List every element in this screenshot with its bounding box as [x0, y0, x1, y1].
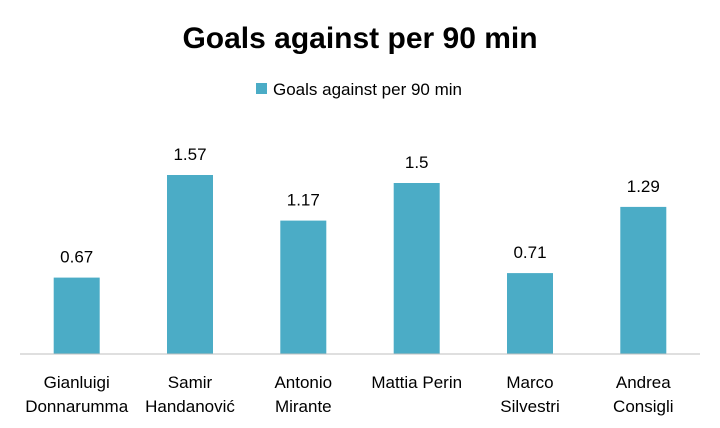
- x-tick-label-line: Antonio: [274, 373, 332, 392]
- x-tick-label-2: Samir Handanović: [145, 373, 235, 416]
- x-tick-label-1: Gianluigi Donnarumma: [25, 373, 129, 416]
- x-tick-label-line: Consigli: [613, 397, 673, 416]
- data-label-4: 1.5: [405, 153, 429, 172]
- data-labels-group: 0.67 1.57 1.17 1.5 0.71 1.29: [60, 145, 660, 267]
- data-label-5: 0.71: [513, 243, 546, 262]
- x-tick-label-line: Handanović: [145, 397, 235, 416]
- data-label-1: 0.67: [60, 248, 93, 267]
- bars-group: [53, 175, 667, 354]
- x-tick-label-line: Silvestri: [500, 397, 560, 416]
- x-tick-label-line: Mirante: [275, 397, 332, 416]
- x-tick-label-line: Andrea: [616, 373, 671, 392]
- legend-label: Goals against per 90 min: [273, 80, 462, 99]
- data-label-6: 1.29: [627, 177, 660, 196]
- x-tick-label-line: Mattia Perin: [371, 373, 462, 392]
- legend-swatch: [256, 83, 267, 94]
- x-tick-labels-group: Gianluigi Donnarumma Samir Handanović Antoni…: [25, 373, 673, 416]
- data-label-3: 1.17: [287, 191, 320, 210]
- x-tick-label-4: Mattia Perin: [371, 373, 462, 392]
- bar-2: [167, 175, 213, 354]
- x-tick-label-3: Antonio Mirante: [274, 373, 332, 416]
- x-tick-label-6: Andrea Consigli: [613, 373, 673, 416]
- bar-5: [507, 273, 553, 354]
- bar-3: [280, 220, 327, 354]
- data-label-2: 1.57: [173, 145, 206, 164]
- x-tick-label-line: Gianluigi: [44, 373, 110, 392]
- bar-6: [620, 206, 667, 354]
- chart-title: Goals against per 90 min: [182, 22, 537, 55]
- bar-4: [393, 183, 440, 354]
- x-tick-label-line: Samir: [168, 373, 213, 392]
- x-tick-label-line: Donnarumma: [25, 397, 129, 416]
- bar-1: [53, 277, 100, 354]
- legend: Goals against per 90 min: [256, 80, 462, 99]
- x-tick-label-5: Marco Silvestri: [500, 373, 560, 416]
- x-tick-label-line: Marco: [506, 373, 553, 392]
